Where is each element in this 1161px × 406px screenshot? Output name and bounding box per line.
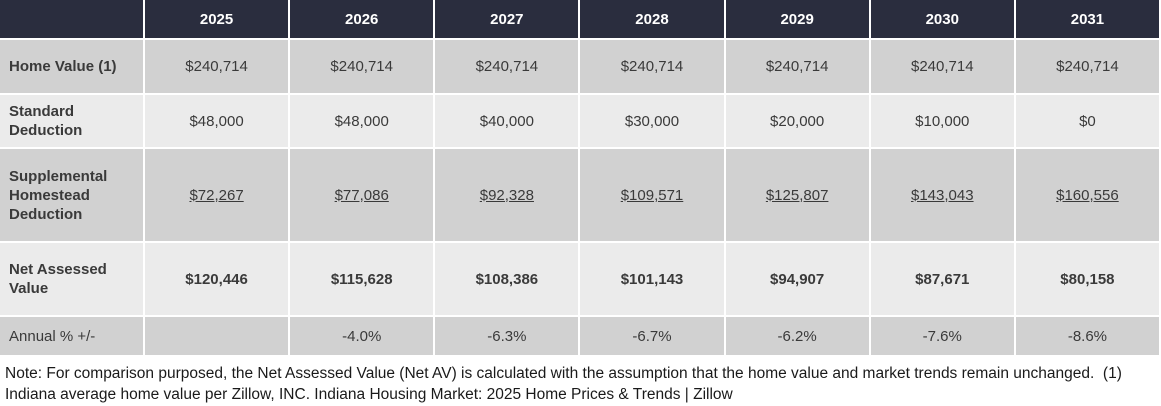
year-header: 2026	[289, 0, 436, 40]
table-cell-link[interactable]: $77,086	[289, 148, 436, 243]
year-header: 2030	[869, 0, 1016, 40]
table-cell-link[interactable]: $143,043	[869, 148, 1016, 243]
cell-link-text[interactable]: $109,571	[620, 186, 684, 204]
table-row-net-assessed-value: Net Assessed Value $120,446 $115,628 $10…	[0, 242, 1161, 317]
table-cell-link[interactable]: $92,328	[434, 148, 581, 243]
table-cell: $240,714	[289, 39, 436, 95]
table-cell: -6.2%	[724, 316, 871, 357]
table-cell-link[interactable]: $160,556	[1014, 148, 1161, 243]
row-label: Supplemental Homestead Deduction	[0, 148, 145, 243]
cell-link-text[interactable]: $72,267	[189, 186, 244, 204]
table-cell: $0	[1014, 94, 1161, 149]
table-cell: -6.3%	[434, 316, 581, 357]
table-cell: $120,446	[144, 242, 291, 317]
table-cell: $94,907	[724, 242, 871, 317]
table-cell: $87,671	[869, 242, 1016, 317]
row-label: Annual % +/-	[0, 316, 145, 357]
table-cell: $48,000	[289, 94, 436, 149]
year-header: 2031	[1014, 0, 1161, 40]
cell-link-text[interactable]: $143,043	[910, 186, 974, 204]
table-cell	[144, 316, 291, 357]
table-cell: $240,714	[434, 39, 581, 95]
header-corner	[0, 0, 145, 40]
table-cell: $48,000	[144, 94, 291, 149]
table-cell: $240,714	[1014, 39, 1161, 95]
table-cell: $240,714	[869, 39, 1016, 95]
year-header: 2029	[724, 0, 871, 40]
row-label: Home Value (1)	[0, 39, 145, 95]
table-cell: -4.0%	[289, 316, 436, 357]
table-cell-link[interactable]: $125,807	[724, 148, 871, 243]
year-header: 2025	[144, 0, 291, 40]
footnote: Note: For comparison purposed, the Net A…	[5, 365, 1127, 403]
table-cell: $115,628	[289, 242, 436, 317]
table-cell: $240,714	[144, 39, 291, 95]
table-cell: $108,386	[434, 242, 581, 317]
table-cell: $80,158	[1014, 242, 1161, 317]
header-row: 2025 2026 2027 2028 2029 2030 2031	[0, 0, 1161, 40]
table-row-supplemental-homestead: Supplemental Homestead Deduction $72,267…	[0, 148, 1161, 243]
table-cell: $40,000	[434, 94, 581, 149]
table-cell: -7.6%	[869, 316, 1016, 357]
table-cell: -8.6%	[1014, 316, 1161, 357]
cell-link-text[interactable]: $125,807	[765, 186, 829, 204]
table-cell: $20,000	[724, 94, 871, 149]
table-row-home-value: Home Value (1) $240,714 $240,714 $240,71…	[0, 39, 1161, 95]
year-header: 2028	[579, 0, 726, 40]
table-cell: $240,714	[724, 39, 871, 95]
table-cell: $10,000	[869, 94, 1016, 149]
table-cell-link[interactable]: $72,267	[144, 148, 291, 243]
table-cell: $101,143	[579, 242, 726, 317]
table-cell: $30,000	[579, 94, 726, 149]
cell-link-text[interactable]: $160,556	[1056, 186, 1119, 204]
year-header: 2027	[434, 0, 581, 40]
assessed-value-table: 2025 2026 2027 2028 2029 2030 2031 Home …	[0, 0, 1161, 357]
cell-link-text[interactable]: $77,086	[334, 186, 389, 204]
table-cell: $240,714	[579, 39, 726, 95]
table-cell-link[interactable]: $109,571	[579, 148, 726, 243]
row-label: Standard Deduction	[0, 94, 145, 149]
table-row-standard-deduction: Standard Deduction $48,000 $48,000 $40,0…	[0, 94, 1161, 149]
table-row-annual-change: Annual % +/- -4.0% -6.3% -6.7% -6.2% -7.…	[0, 316, 1161, 357]
cell-link-text[interactable]: $92,328	[479, 186, 534, 204]
table-cell: -6.7%	[579, 316, 726, 357]
row-label: Net Assessed Value	[0, 242, 145, 317]
